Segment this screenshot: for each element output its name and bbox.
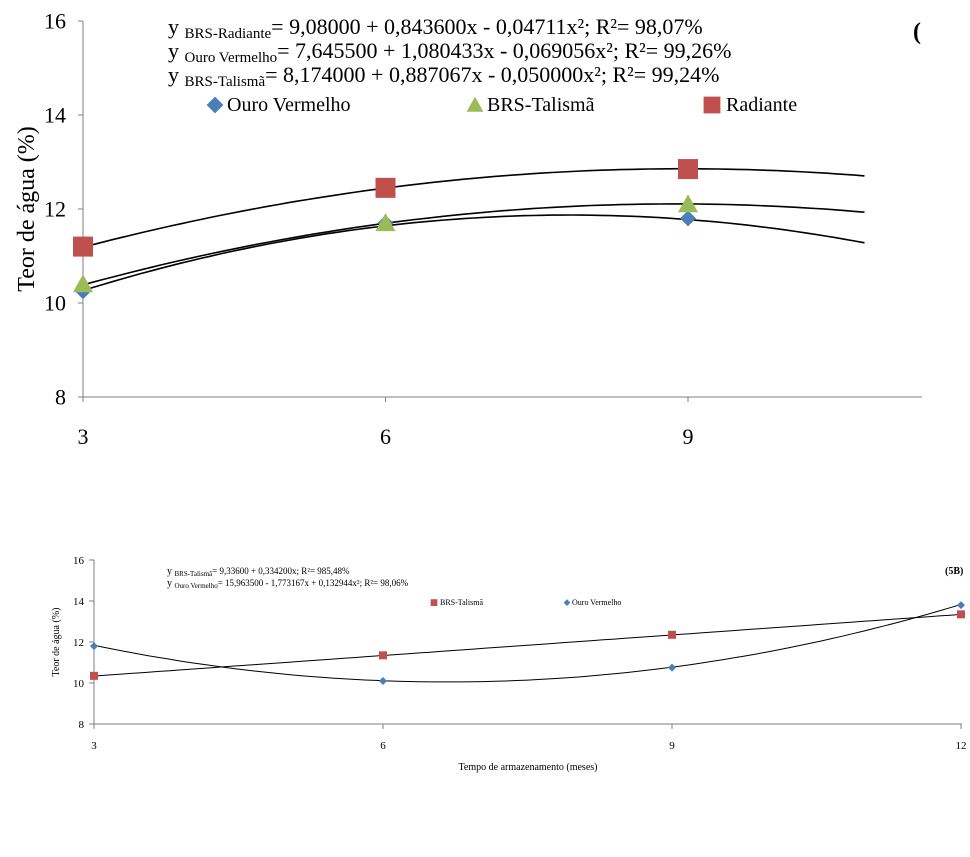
equation-prefix: y [168,62,185,87]
trend-line [93,613,962,677]
y-tick-label: 8 [55,385,66,410]
y-tick-label: 10 [44,291,66,316]
regression-equation: y Ouro Vermelho= 7,645500 + 1,080433x - … [168,38,731,66]
equation-body: = 7,645500 + 1,080433x - 0,069056x²; R²=… [277,38,731,63]
data-point [680,210,696,227]
y-tick-label: 12 [73,637,84,649]
legend-marker [563,599,571,606]
regression-equation: y BRS-Talismã= 9,33600 + 0,334200x; R²= … [167,566,350,578]
x-tick-label: 6 [380,424,391,449]
data-point [957,601,965,610]
data-point [668,630,676,639]
chart-5a: 8 10 12 14 16 3 6 9 Teor de água (%) ( y BRS-Radia… [14,9,922,449]
data-point [375,177,396,198]
data-point [678,194,698,213]
legend-label: Ouro Vermelho [227,94,351,116]
x-tick-label: 6 [380,740,386,752]
equation-prefix: y [167,578,175,589]
data-point [73,236,93,257]
regression-equation: y BRS-Radiante= 9,08000 + 0,843600x - 0,… [168,14,703,42]
trend-line [82,203,865,286]
x-axis-label: Tempo de armazenamento (meses) [459,762,598,773]
equation-body: = 9,33600 + 0,334200x; R²= 985,48% [212,566,350,576]
data-point [957,610,965,619]
data-point [90,642,98,651]
y-tick-label: 14 [44,103,66,128]
data-point [678,159,698,180]
legend-label: BRS-Talismã [440,598,483,607]
y-tick-label: 10 [73,678,85,690]
equation-subscript: BRS-Talismã [185,74,266,90]
equation-prefix: y [167,566,175,577]
legend-marker [466,96,484,112]
y-tick-label: 8 [79,719,85,731]
y-tick-label: 14 [73,596,85,608]
equation-subscript: BRS-Radiante [185,26,272,42]
data-point [379,676,387,685]
panel-tag: ( [913,19,921,45]
trend-line [93,604,962,683]
data-point [668,663,676,672]
equation-subscript: Ouro Vermelho [175,582,219,590]
legend-label: BRS-Talismã [487,94,595,116]
equation-body: = 15,963500 - 1,773167x + 0,132944x²; R²… [218,578,409,588]
y-tick-label: 16 [44,9,66,34]
equation-subscript: Ouro Vermelho [185,50,278,66]
y-axis-label: Teor de água (%) [51,608,62,677]
data-point [375,213,396,232]
legend-marker [206,96,224,114]
x-tick-label: 3 [91,740,97,752]
y-tick-label: 12 [44,197,66,222]
legend-label: Radiante [726,94,797,116]
chart-5b: 8 10 12 14 16 3 6 9 12 Teor de água (%) Tempo de a… [51,555,967,773]
y-axis-label: Teor de água (%) [14,126,40,292]
regression-equation: y Ouro Vermelho= 15,963500 - 1,773167x +… [167,578,409,590]
equation-prefix: y [168,14,185,39]
equation-subscript: BRS-Talismã [175,570,214,578]
legend-marker [703,96,721,114]
data-point [379,651,387,660]
panel-tag: (5B) [945,566,963,577]
legend-label: Ouro Vermelho [572,598,621,607]
equation-prefix: y [168,38,185,63]
equation-body: = 8,174000 + 0,887067x - 0,050000x²; R²=… [265,62,719,87]
x-tick-label: 9 [683,424,694,449]
data-point [90,671,98,680]
x-tick-label: 3 [78,424,89,449]
trend-line [82,214,865,292]
x-tick-label: 9 [669,740,675,752]
regression-equation: y BRS-Talismã= 8,174000 + 0,887067x - 0,… [168,62,719,90]
data-point [73,274,93,293]
y-tick-label: 16 [73,555,85,567]
legend-marker [430,599,438,606]
trend-line [82,167,865,248]
x-tick-label: 12 [956,740,967,752]
equation-body: = 9,08000 + 0,843600x - 0,04711x²; R²= 9… [271,14,703,39]
